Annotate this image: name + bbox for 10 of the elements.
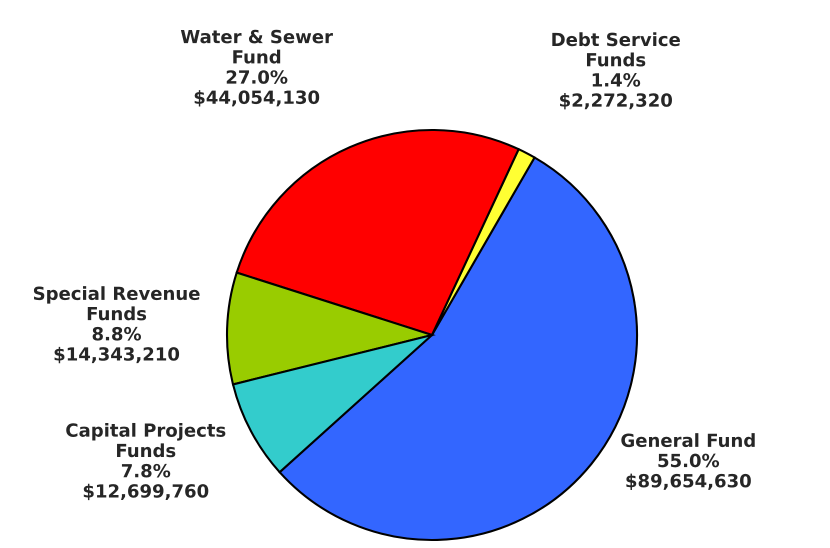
data-label: 1.4% $2,272,320: [560, 73, 672, 110]
data-label: 7.8% $12,699,760: [84, 464, 208, 500]
slice-label: Debt Service Funds: [552, 32, 680, 66]
data-label: 55.0% $89,654,630: [626, 454, 751, 490]
data-label: 8.8% $14,343,210: [54, 326, 180, 364]
slice-label: Capital Projects Funds: [66, 422, 226, 458]
slice-label: Water & Sewer Fund: [180, 30, 333, 64]
slice-label: Special Revenue Funds: [34, 286, 200, 320]
data-label: 27.0% $44,054,130: [194, 70, 320, 106]
slice-label: General Fund: [621, 433, 755, 448]
